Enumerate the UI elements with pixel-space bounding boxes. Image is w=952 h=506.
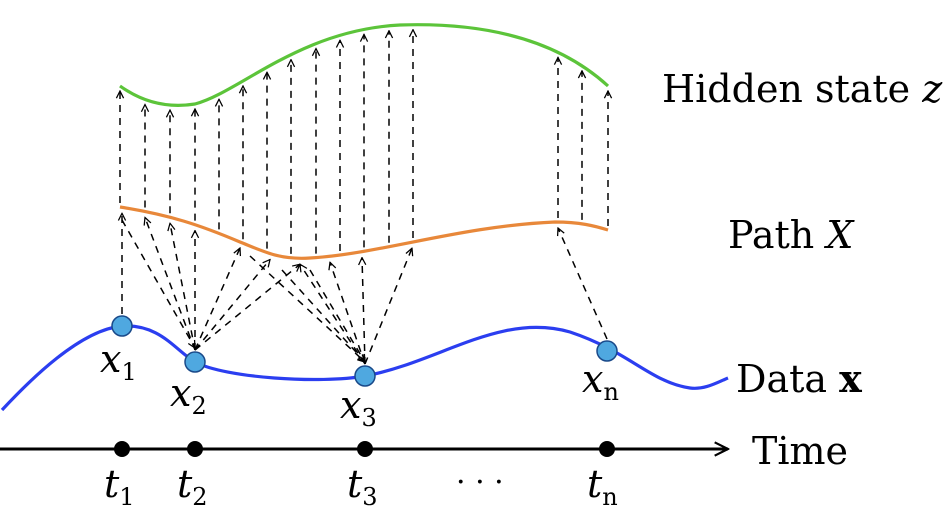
data-to-path-arrow	[145, 217, 196, 351]
time-label-t3: t3	[347, 462, 378, 506]
time-ellipsis: · · ·	[456, 465, 504, 500]
data-point-xn	[596, 340, 618, 362]
hidden-state-label: Hidden state z	[662, 67, 943, 111]
time-label-t2: t2	[177, 462, 208, 506]
data-point-x1	[111, 315, 133, 337]
time-tick-tn	[599, 441, 615, 457]
data-point-label-xn: xn	[582, 357, 619, 406]
hidden-state-curve	[119, 23, 610, 107]
data-to-path-arrow	[194, 260, 270, 351]
path-to-data-arrow	[121, 219, 195, 348]
time-label-tn: tn	[587, 462, 618, 506]
path-to-data-arrow	[249, 255, 365, 362]
data-point-x2	[184, 351, 206, 373]
time-tick-t1	[114, 441, 130, 457]
time-label: Time	[752, 429, 848, 473]
data-to-path-arrow	[330, 262, 366, 365]
time-tick-t3	[357, 441, 373, 457]
data-to-path-arrow	[364, 248, 412, 365]
data-to-path-arrow	[362, 258, 365, 365]
path-label: Path X	[728, 213, 855, 257]
path-to-hidden-arrows	[120, 30, 608, 254]
data-to-path-arrow	[300, 264, 366, 365]
time-tick-t2	[187, 441, 203, 457]
path-to-data-arrow	[309, 269, 365, 362]
data-to-path-arrow	[170, 223, 196, 351]
data-point-x3	[354, 365, 376, 387]
data-point-label-x1: x1	[100, 337, 137, 386]
data-label: Data x	[736, 356, 862, 401]
data-point-label-x3: x3	[340, 383, 377, 432]
data-to-path-arrows	[121, 213, 608, 365]
data-point-markers	[111, 315, 618, 387]
time-label-t1: t1	[104, 462, 135, 506]
path-x-curve	[119, 205, 609, 260]
data-to-path-arrow	[558, 228, 608, 340]
path-to-data-arrow	[281, 269, 365, 362]
data-to-path-arrow	[194, 248, 240, 351]
time-ticks	[114, 441, 615, 457]
data-to-path-arrow	[194, 264, 300, 351]
data-point-label-x2: x2	[170, 371, 207, 420]
